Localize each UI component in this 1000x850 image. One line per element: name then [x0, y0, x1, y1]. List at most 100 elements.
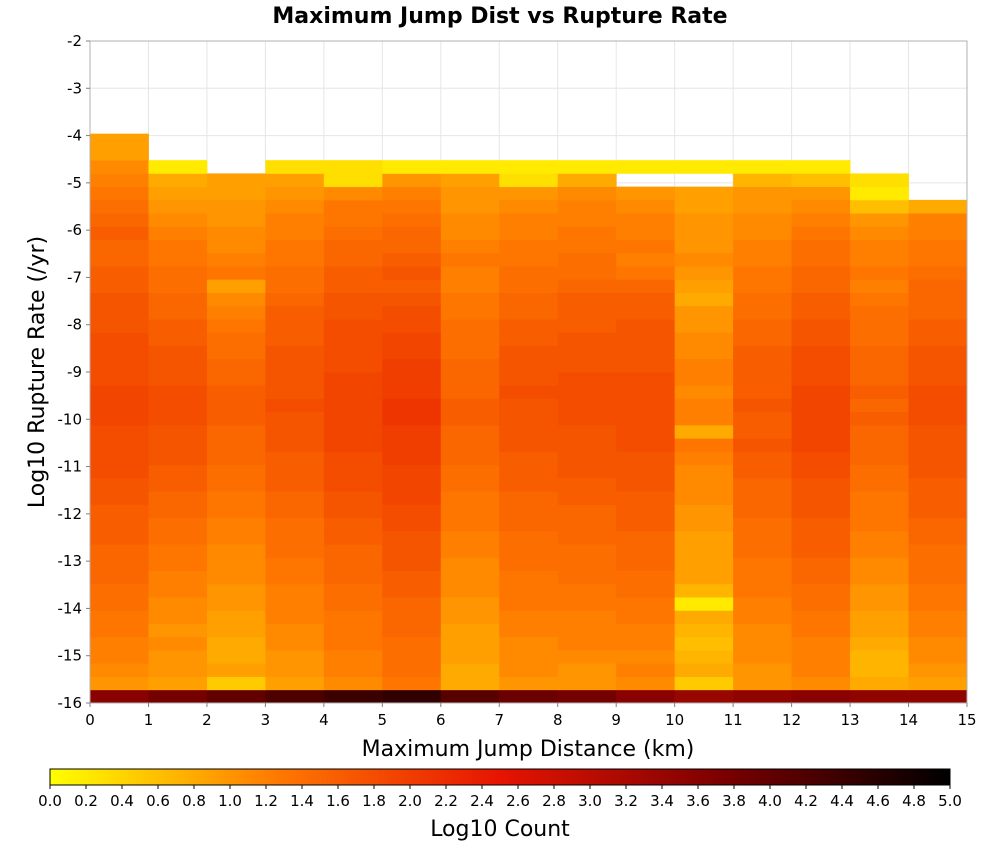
heatmap-cell — [791, 438, 851, 452]
heatmap-cell — [440, 583, 500, 598]
heatmap-cell — [850, 477, 909, 492]
heatmap-cell — [90, 213, 149, 227]
heatmap-cell — [265, 332, 325, 346]
heatmap-cell — [733, 544, 792, 558]
heatmap-cell — [90, 358, 149, 373]
heatmap-cell — [382, 332, 442, 346]
heatmap-cell — [265, 491, 325, 505]
heatmap-cell — [733, 464, 792, 479]
heatmap-cell — [791, 186, 851, 201]
heatmap-cell — [323, 477, 383, 492]
heatmap-cell — [850, 213, 909, 227]
heatmap-cell — [908, 689, 968, 704]
heatmap-cell — [616, 279, 676, 293]
heatmap-cell — [382, 398, 442, 413]
colorbar-tick-label: 1.2 — [254, 792, 278, 810]
heatmap-cell — [90, 266, 149, 280]
heatmap-cell — [850, 199, 909, 214]
heatmap-cell — [557, 199, 617, 214]
heatmap-cell — [440, 451, 500, 466]
heatmap-cell — [440, 663, 500, 677]
heatmap-cell — [850, 398, 909, 413]
x-tick-label: 6 — [436, 711, 446, 729]
x-tick-label: 10 — [665, 711, 684, 729]
heatmap-cell — [733, 451, 792, 466]
heatmap-cell — [265, 279, 325, 293]
heatmap-cell — [148, 623, 208, 638]
heatmap-cell — [733, 332, 792, 346]
heatmap-cell — [90, 398, 149, 413]
heatmap-cell — [440, 517, 500, 532]
heatmap-cell — [733, 610, 792, 624]
heatmap-cell — [206, 266, 266, 280]
colorbar-tick-label: 0.2 — [74, 792, 98, 810]
x-tick-label: 0 — [85, 711, 95, 729]
heatmap-cell — [557, 464, 617, 479]
heatmap-cell — [557, 319, 617, 333]
heatmap-cell — [674, 199, 734, 214]
heatmap-cell — [616, 676, 676, 691]
heatmap-cell — [557, 570, 617, 585]
chart-title: Maximum Jump Dist vs Rupture Rate — [272, 4, 727, 29]
heatmap-cell — [557, 279, 617, 293]
heatmap-cell — [616, 266, 676, 280]
heatmap-cell — [499, 597, 559, 611]
x-tick-label: 2 — [202, 711, 212, 729]
heatmap-cell — [206, 477, 266, 492]
heatmap-cell — [908, 239, 968, 254]
colorbar-tick-label: 2.8 — [542, 792, 566, 810]
heatmap-cell — [616, 252, 676, 267]
colorbar-tick-label: 3.0 — [578, 792, 602, 810]
heatmap-cell — [148, 160, 208, 174]
heatmap-cell — [206, 398, 266, 413]
heatmap-cell — [674, 319, 734, 333]
colorbar-tick-label: 3.6 — [686, 792, 710, 810]
heatmap-cell — [791, 305, 851, 320]
heatmap-cell — [791, 610, 851, 624]
heatmap-cell — [850, 292, 909, 307]
heatmap-cell — [616, 385, 676, 399]
heatmap-cell — [323, 332, 383, 346]
heatmap-cell — [674, 597, 734, 611]
heatmap-cell — [90, 636, 149, 651]
heatmap-cell — [206, 663, 266, 677]
heatmap-cell — [616, 530, 676, 545]
heatmap-cell — [557, 676, 617, 691]
heatmap-cell — [90, 279, 149, 293]
heatmap-cell — [440, 358, 500, 373]
heatmap-cell — [265, 477, 325, 492]
y-tick-label: -10 — [58, 410, 83, 428]
heatmap-cell — [382, 239, 442, 254]
heatmap-cell — [499, 610, 559, 624]
heatmap-cell — [440, 597, 500, 611]
heatmap-cell — [616, 636, 676, 651]
heatmap-cell — [148, 358, 208, 373]
heatmap-cell — [440, 292, 500, 307]
heatmap-cell — [90, 319, 149, 333]
heatmap-cell — [674, 464, 734, 479]
heatmap-cell — [850, 186, 909, 201]
heatmap-cell — [674, 385, 734, 399]
heatmap-cell — [499, 345, 559, 360]
heatmap-cell — [265, 517, 325, 532]
x-tick-label: 8 — [553, 711, 563, 729]
colorbar-label: Log10 Count — [430, 817, 570, 842]
heatmap-cell — [616, 597, 676, 611]
heatmap-cell — [499, 239, 559, 254]
heatmap-cell — [908, 226, 968, 240]
heatmap-cell — [791, 266, 851, 280]
heatmap-cell — [791, 517, 851, 532]
heatmap-cell — [323, 583, 383, 598]
heatmap-cell — [557, 345, 617, 360]
heatmap-cell — [850, 173, 909, 188]
heatmap-cell — [323, 199, 383, 214]
heatmap-cell — [148, 252, 208, 267]
heatmap-cell — [499, 663, 559, 677]
heatmap-cell — [791, 623, 851, 638]
heatmap-cell — [148, 689, 208, 704]
heatmap-cell — [148, 676, 208, 691]
heatmap-cell — [616, 213, 676, 227]
heatmap-cell — [440, 491, 500, 505]
heatmap-cell — [323, 305, 383, 320]
heatmap-cell — [733, 504, 792, 519]
